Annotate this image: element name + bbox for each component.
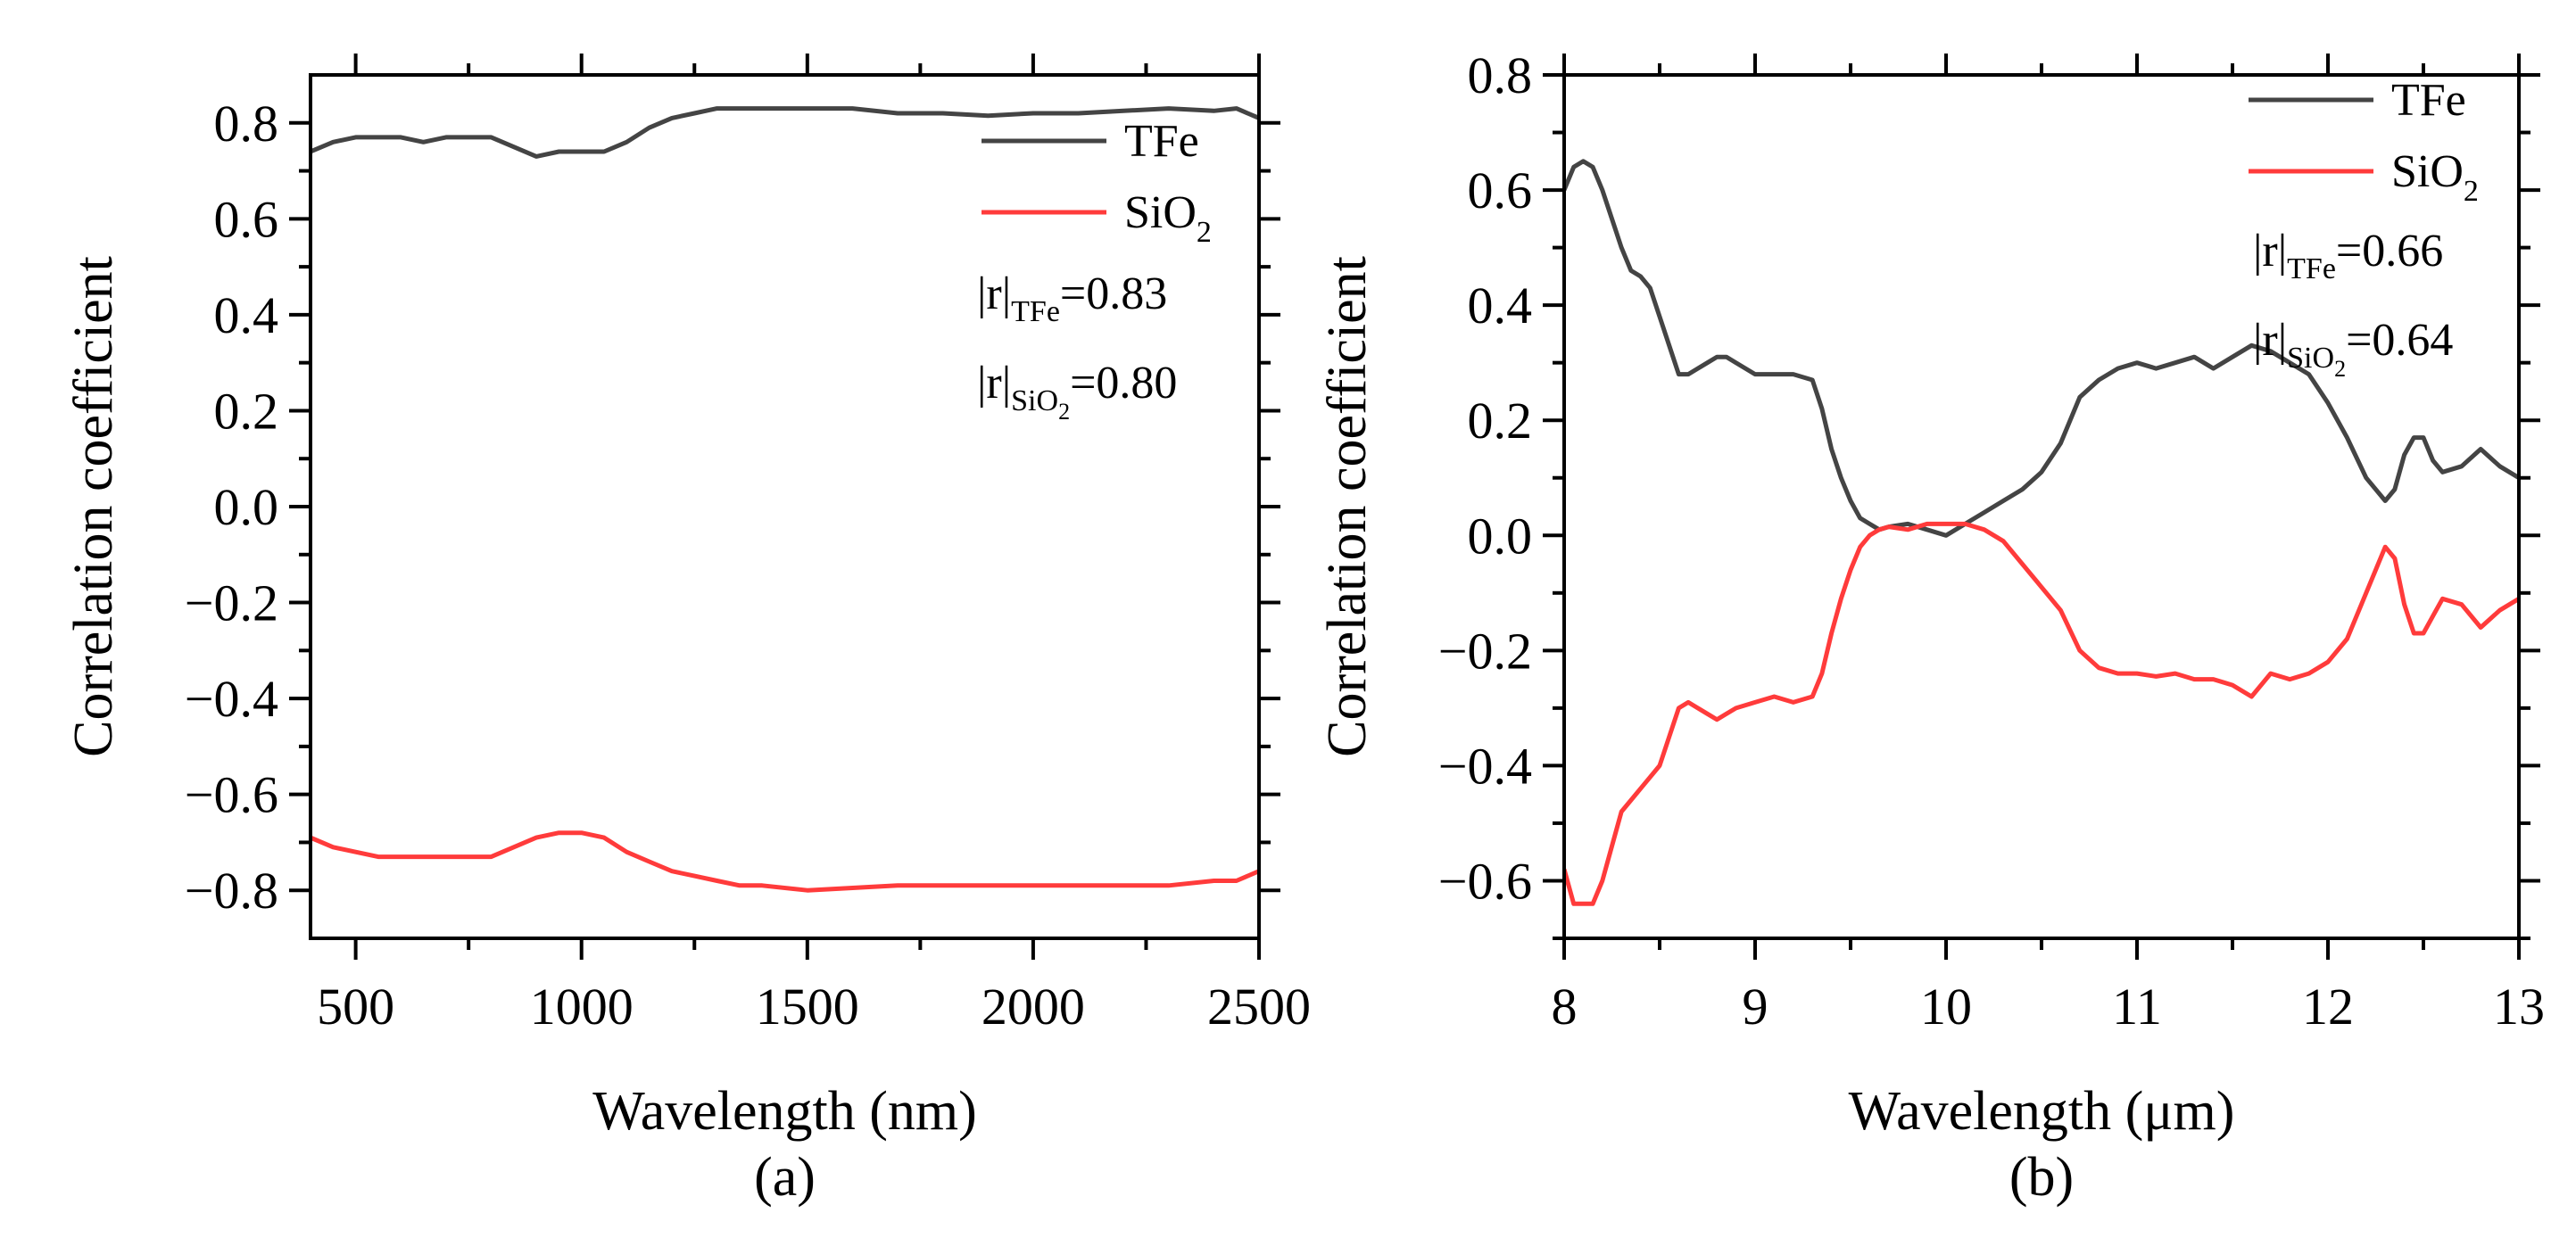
panel-b-ytick-label: −0.6 — [1438, 852, 1532, 910]
panel-b-legend-label-sio2: SiO2 — [2391, 146, 2479, 208]
panel-a-xtick-label: 2000 — [982, 978, 1085, 1036]
panel-b-legend-label-tfe: TFe — [2391, 75, 2466, 126]
panel-a: −0.8 −0.6 −0.4 −0.2 0.0 0.2 0.4 0.6 0.8 500 1000 15… — [63, 54, 1311, 1208]
panel-b-stat-subscript: TFe — [2287, 252, 2336, 285]
panel-a-ytick-label: −0.4 — [185, 670, 278, 728]
panel-b-y-axis-title: Correlation coefficient — [1317, 256, 1378, 757]
panel-b-stat-subscript: SiO — [2287, 342, 2334, 375]
panel-a-plot-frame — [309, 73, 1261, 940]
panel-a-legend-label-sio2: SiO2 — [1124, 187, 1212, 249]
panel-b-stat-annotation-1: |r|SiO2=0.64 — [2253, 315, 2453, 382]
panel-a-legend-label-subscript: 2 — [1197, 216, 1212, 249]
panel-b-legend-label-text: SiO — [2391, 146, 2464, 197]
panel-a-ytick-label: −0.6 — [185, 766, 278, 824]
panel-a-legend-label-text: SiO — [1124, 187, 1197, 238]
panel-b-stat-value: =0.66 — [2336, 226, 2443, 276]
panel-a-legend-label-tfe: TFe — [1124, 116, 1199, 167]
panel-b-x-axis-title: Wavelength (μm) — [1849, 1081, 2235, 1142]
panel-a-ytick-label: 0.6 — [214, 190, 279, 248]
panel-a-y-axis-title: Correlation coefficient — [63, 256, 124, 757]
panel-a-ytick-label: −0.8 — [185, 862, 278, 920]
panel-b-ytick-label: 0.6 — [1468, 161, 1533, 219]
panel-b-panel-label: (b) — [2009, 1147, 2074, 1208]
panel-b-xtick-label: 12 — [2302, 978, 2354, 1036]
panel-b-stat-prefix: |r| — [2253, 315, 2287, 366]
panel-a-ytick-label: −0.2 — [185, 574, 278, 632]
panel-a-ytick-label: 0.0 — [214, 478, 279, 536]
panel-b-xtick-label: 8 — [1552, 978, 1578, 1036]
panel-b-xtick-label: 10 — [1920, 978, 1972, 1036]
panel-a-xtick-label: 1000 — [530, 978, 634, 1036]
panel-b-legend-label-subscript: 2 — [2464, 175, 2479, 208]
panel-b-ytick-label: −0.4 — [1438, 737, 1532, 795]
panel-b-legend-label-text: TFe — [2391, 75, 2466, 126]
panel-a-panel-label: (a) — [754, 1147, 816, 1208]
panel-b-xtick-label: 11 — [2112, 978, 2162, 1036]
panel-b-stat-subsubscript: 2 — [2334, 356, 2346, 382]
panel-a-stat-prefix: |r| — [977, 358, 1011, 409]
panel-a-x-axis-title: Wavelength (nm) — [592, 1081, 977, 1142]
panel-a-legend-label-text: TFe — [1124, 116, 1199, 167]
panel-b-ytick-label: 0.8 — [1468, 46, 1533, 104]
panel-b-xtick-label: 9 — [1743, 978, 1768, 1036]
panel-a-stat-subscript: SiO — [1011, 384, 1058, 417]
panel-b-series-sio2-line — [1564, 521, 2519, 906]
panel-a-stat-subsubscript: 2 — [1058, 399, 1070, 425]
panel-a-ytick-label: 0.8 — [214, 95, 279, 153]
panel-a-ytick-label: 0.4 — [214, 286, 279, 344]
panel-b-ytick-label: −0.2 — [1438, 622, 1532, 680]
panel-a-stat-subscript: TFe — [1011, 295, 1060, 328]
panel-a-stat-value: =0.80 — [1070, 358, 1177, 409]
panel-b-ytick-label: 0.4 — [1468, 276, 1533, 334]
panel-b-ytick-label: 0.2 — [1468, 392, 1533, 450]
panel-a-xtick-label: 2500 — [1207, 978, 1311, 1036]
panel-b-plot-frame — [1562, 73, 2521, 940]
panel-a-ytick-label: 0.2 — [214, 382, 279, 440]
panel-a-stat-value: =0.83 — [1060, 268, 1167, 319]
panel-a-stat-annotation-1: |r|SiO2=0.80 — [977, 358, 1177, 425]
panel-b-ytick-label: 0.0 — [1468, 507, 1533, 565]
panel-b-stat-value: =0.64 — [2346, 315, 2453, 366]
panel-a-xtick-label: 500 — [317, 978, 394, 1036]
panel-b-series-tfe-line — [1564, 159, 2519, 538]
panel-a-xtick-label: 1500 — [756, 978, 859, 1036]
panel-b-stat-prefix: |r| — [2253, 226, 2287, 276]
panel-b-xtick-label: 13 — [2493, 978, 2545, 1036]
panel-b: −0.6 −0.4 −0.2 0.0 0.2 0.4 0.6 0.8 8 9 10 11 12 13 Cor… — [1317, 46, 2545, 1208]
panel-a-stat-prefix: |r| — [977, 268, 1011, 319]
panel-a-series-sio2-line — [311, 830, 1259, 893]
panel-b-stat-annotation-0: |r|TFe=0.66 — [2253, 226, 2443, 285]
panel-a-series-tfe-line — [311, 106, 1259, 159]
panel-a-stat-annotation-0: |r|TFe=0.83 — [977, 268, 1167, 328]
